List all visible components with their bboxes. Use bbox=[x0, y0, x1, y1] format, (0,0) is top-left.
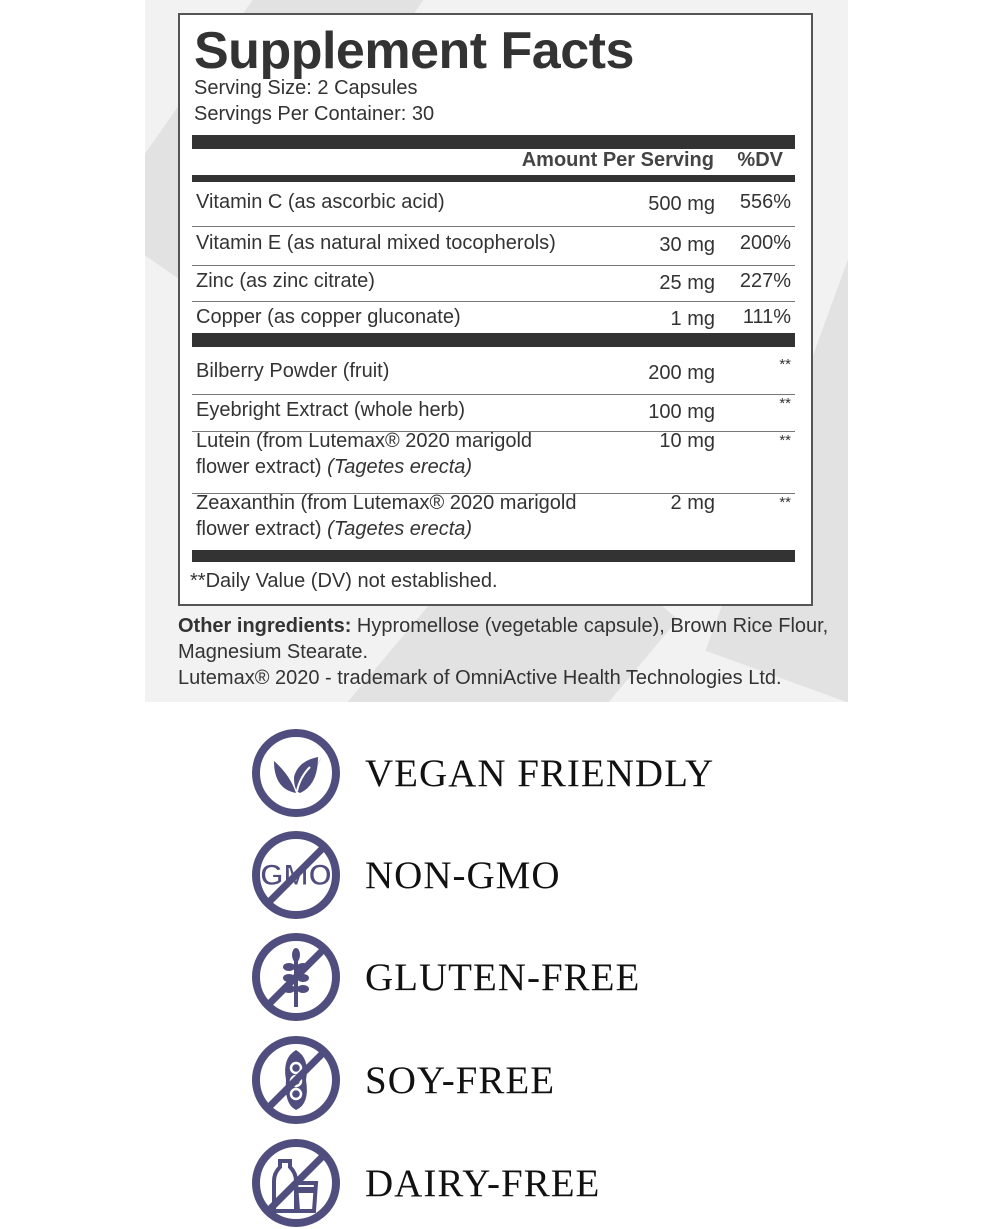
leaf-icon bbox=[252, 729, 340, 817]
nutrient-dv: ** bbox=[779, 356, 791, 373]
claim-vegan-friendly: VEGAN FRIENDLY bbox=[250, 727, 714, 819]
nutrient-dv: 111% bbox=[742, 306, 791, 328]
nutrient-amount: 30 mg bbox=[659, 234, 715, 256]
nutrient-row: Vitamin E (as natural mixed tocopherols)… bbox=[192, 228, 795, 266]
nutrient-name: Vitamin E (as natural mixed tocopherols) bbox=[196, 232, 556, 254]
nutrient-row: Lutein (from Lutemax® 2020 marigold flowe… bbox=[192, 430, 795, 494]
claim-label: NON-GMO bbox=[365, 853, 561, 897]
nutrient-name: Bilberry Powder (fruit) bbox=[196, 360, 390, 382]
no-gmo-icon: GMO bbox=[252, 831, 340, 919]
facts-title: Supplement Facts bbox=[194, 22, 634, 80]
supplement-facts-table: Supplement Facts Serving Size: 2 Capsule… bbox=[178, 13, 813, 606]
nutrient-amount: 25 mg bbox=[659, 272, 715, 294]
amount-header: Amount Per Serving bbox=[521, 149, 714, 171]
nutrient-name: Eyebright Extract (whole herb) bbox=[196, 399, 466, 421]
nutrient-row: Bilberry Powder (fruit) 200 mg ** bbox=[192, 356, 795, 395]
nutrient-row: Copper (as copper gluconate) 1 mg 111% bbox=[192, 302, 795, 333]
trademark-note: Lutemax® 2020 - trademark of OmniActive … bbox=[178, 667, 782, 689]
nutrient-name: Copper (as copper gluconate) bbox=[196, 306, 461, 328]
claim-dairy-free: DAIRY-FREE bbox=[250, 1137, 600, 1229]
servings-per-container: Servings Per Container: 30 bbox=[194, 103, 435, 125]
nutrient-dv: 556% bbox=[739, 191, 791, 213]
nutrient-name: Zinc (as zinc citrate) bbox=[196, 270, 375, 292]
claim-label: SOY-FREE bbox=[365, 1058, 556, 1102]
other-ingredients: Other ingredients: Hypromellose (vegetab… bbox=[178, 613, 838, 691]
claim-label: GLUTEN-FREE bbox=[365, 955, 641, 999]
nutrient-row: Zinc (as zinc citrate) 25 mg 227% bbox=[192, 266, 795, 302]
nutrient-row: Vitamin C (as ascorbic acid) 500 mg 556% bbox=[192, 187, 795, 227]
serving-size: Serving Size: 2 Capsules bbox=[194, 77, 418, 99]
nutrient-name: Zeaxanthin (from Lutemax® 2020 marigold f… bbox=[196, 492, 577, 540]
footnote: **Daily Value (DV) not established. bbox=[190, 570, 498, 592]
nutrient-name: Lutein (from Lutemax® 2020 marigold flowe… bbox=[196, 430, 533, 478]
nutrient-amount: 200 mg bbox=[648, 362, 715, 384]
nutrient-row: Zeaxanthin (from Lutemax® 2020 marigold f… bbox=[192, 492, 795, 552]
divider-thick bbox=[192, 550, 795, 562]
no-dairy-icon bbox=[252, 1139, 340, 1227]
nutrient-amount: 1 mg bbox=[670, 308, 715, 330]
nutrient-row: Eyebright Extract (whole herb) 100 mg ** bbox=[192, 395, 795, 432]
other-label: Other ingredients: bbox=[178, 615, 352, 637]
nutrient-amount: 100 mg bbox=[648, 401, 715, 423]
nutrient-amount: 2 mg bbox=[670, 492, 715, 514]
nutrient-dv: 227% bbox=[739, 270, 791, 292]
claim-non-gmo: GMO NON-GMO bbox=[250, 829, 561, 921]
dv-header: %DV bbox=[737, 149, 783, 171]
divider-thick bbox=[192, 135, 795, 149]
nutrient-dv: ** bbox=[779, 432, 791, 449]
claim-soy-free: SOY-FREE bbox=[250, 1034, 555, 1126]
divider-thick bbox=[192, 333, 795, 347]
nutrient-amount: 500 mg bbox=[648, 193, 715, 215]
claim-label: VEGAN FRIENDLY bbox=[365, 751, 715, 795]
nutrient-dv: 200% bbox=[739, 232, 791, 254]
claim-label: DAIRY-FREE bbox=[365, 1161, 601, 1205]
nutrient-dv: ** bbox=[779, 395, 791, 412]
no-wheat-icon bbox=[252, 933, 340, 1021]
no-soy-icon bbox=[252, 1036, 340, 1124]
nutrient-name: Vitamin C (as ascorbic acid) bbox=[196, 191, 445, 213]
claim-gluten-free: GLUTEN-FREE bbox=[250, 931, 640, 1023]
other-text: Hypromellose (vegetable capsule), Brown … bbox=[178, 615, 829, 663]
nutrient-dv: ** bbox=[779, 494, 791, 511]
divider bbox=[192, 175, 795, 182]
nutrient-amount: 10 mg bbox=[659, 430, 715, 452]
